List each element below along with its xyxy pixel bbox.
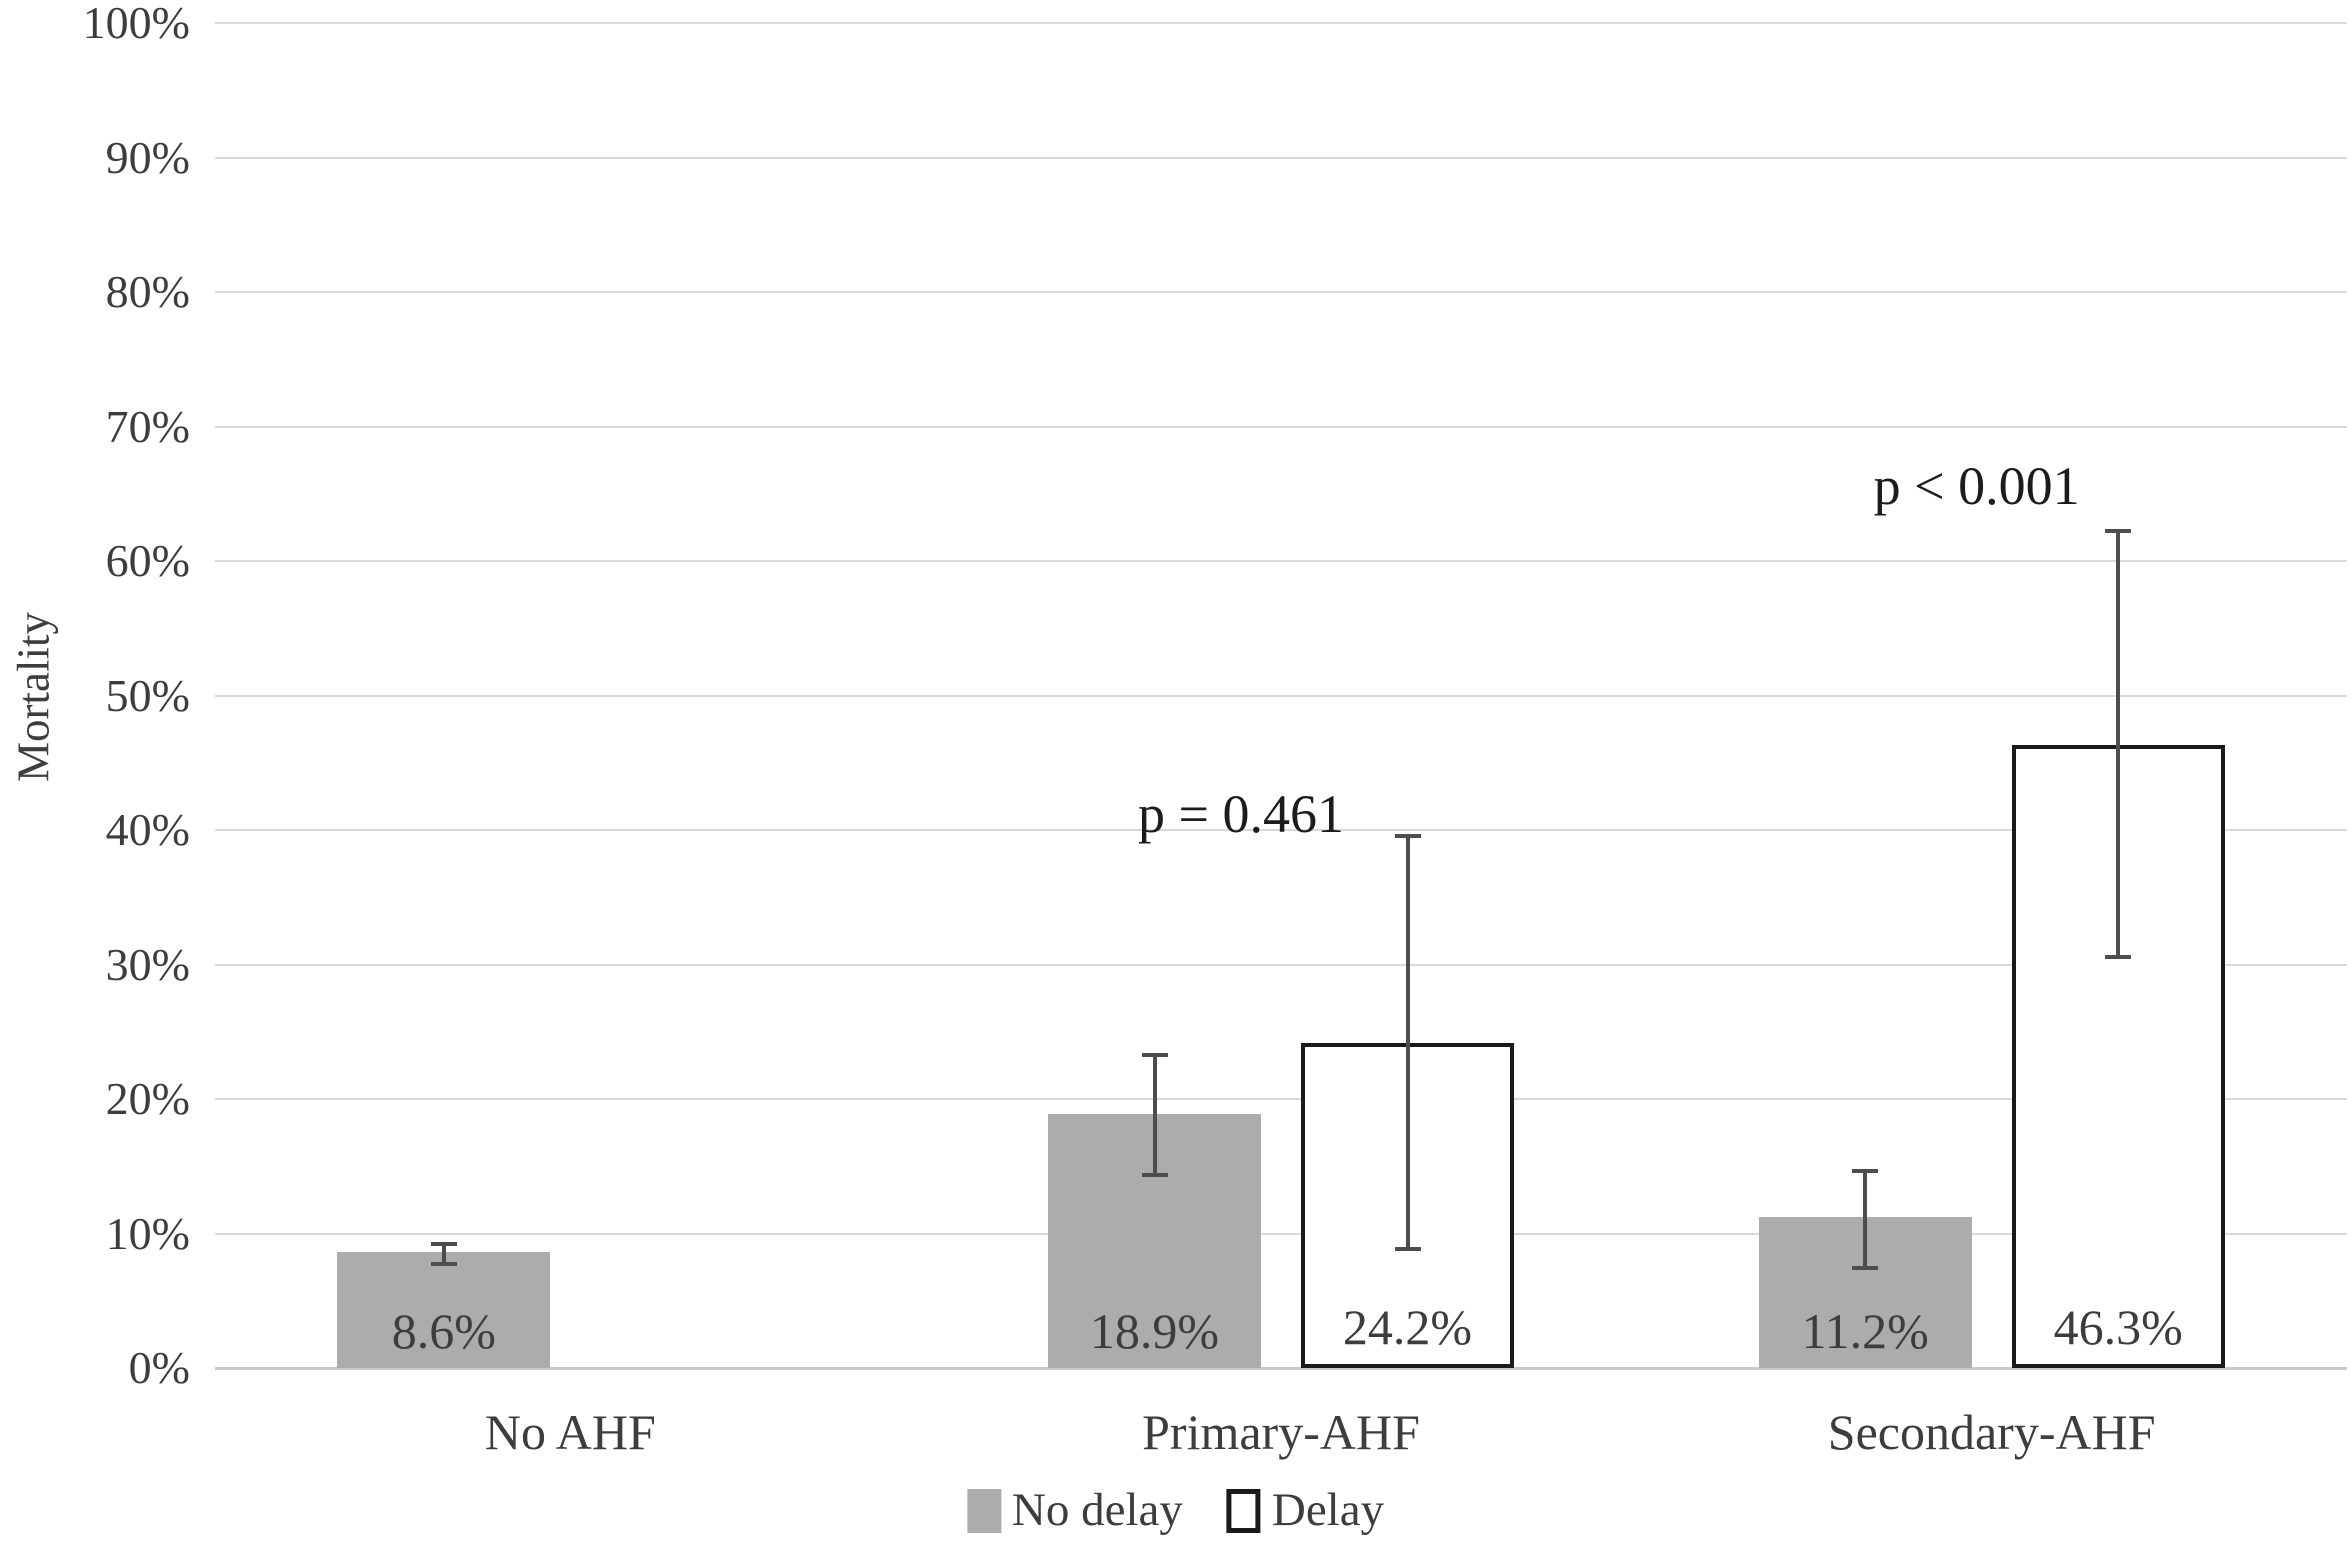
y-tick-label: 80% bbox=[105, 266, 190, 317]
y-tick-label: 30% bbox=[105, 938, 190, 990]
p-value-annotation: p < 0.001 bbox=[1873, 455, 2080, 516]
legend-label: Delay bbox=[1271, 1484, 1385, 1536]
legend-swatch-icon bbox=[966, 1488, 1001, 1533]
bar-data-label: 11.2% bbox=[1801, 1302, 1929, 1359]
y-tick-label: 20% bbox=[105, 1073, 190, 1124]
bar-data-label: 24.2% bbox=[1342, 1298, 1473, 1355]
bar: 46.3% bbox=[2011, 745, 2225, 1368]
gridline bbox=[215, 694, 2347, 697]
error-bar-cap bbox=[1852, 1168, 1879, 1173]
bar: 18.9% bbox=[1048, 1113, 1261, 1368]
gridline bbox=[215, 291, 2347, 293]
x-category-label: Secondary-AHF bbox=[1827, 1404, 2156, 1460]
x-category-label: No AHF bbox=[484, 1404, 656, 1460]
y-tick-label: 100% bbox=[82, 0, 190, 48]
gridline bbox=[215, 560, 2347, 562]
gridline bbox=[215, 425, 2347, 428]
bar-data-label: 8.6% bbox=[391, 1302, 496, 1359]
error-bar-line bbox=[2116, 528, 2121, 960]
gridline bbox=[215, 156, 2347, 159]
error-bar bbox=[1141, 1053, 1168, 1177]
y-tick-label: 50% bbox=[105, 669, 190, 721]
error-bar-line bbox=[1152, 1053, 1157, 1177]
bar-data-label: 18.9% bbox=[1089, 1302, 1220, 1359]
error-bar-cap bbox=[1141, 1053, 1168, 1058]
error-bar-cap bbox=[430, 1241, 457, 1246]
error-bar-line bbox=[441, 1241, 446, 1266]
bar: 8.6% bbox=[337, 1252, 551, 1368]
error-bar-cap bbox=[2105, 955, 2132, 960]
error-bar-cap bbox=[1141, 1173, 1168, 1177]
error-bar-cap bbox=[1394, 834, 1421, 839]
error-bar bbox=[1852, 1168, 1879, 1270]
error-bar-cap bbox=[430, 1261, 457, 1266]
gridline bbox=[215, 963, 2347, 966]
y-tick-label: 60% bbox=[105, 535, 190, 586]
legend-item: Delay bbox=[1226, 1484, 1385, 1536]
error-bar-line bbox=[1863, 1168, 1868, 1270]
legend: No delay Delay bbox=[966, 1484, 1385, 1536]
legend-item: No delay bbox=[966, 1484, 1183, 1536]
error-bar bbox=[2105, 528, 2132, 960]
error-bar bbox=[430, 1241, 457, 1266]
p-value-annotation: p = 0.461 bbox=[1138, 783, 1344, 844]
error-bar bbox=[1394, 834, 1421, 1251]
gridline bbox=[215, 1098, 2347, 1100]
error-bar-line bbox=[1405, 834, 1410, 1251]
x-category-label: Primary-AHF bbox=[1142, 1404, 1420, 1460]
y-tick-label: 90% bbox=[105, 131, 190, 183]
y-tick-label: 70% bbox=[105, 400, 190, 452]
legend-label: No delay bbox=[1011, 1484, 1183, 1536]
y-tick-label: 10% bbox=[105, 1207, 190, 1259]
y-tick-label: 40% bbox=[105, 804, 190, 855]
error-bar-cap bbox=[1852, 1265, 1879, 1270]
gridline bbox=[215, 829, 2347, 831]
bar-data-label: 46.3% bbox=[2053, 1298, 2183, 1355]
legend-swatch-icon bbox=[1226, 1488, 1261, 1533]
error-bar-cap bbox=[2105, 528, 2132, 533]
gridline bbox=[215, 1232, 2347, 1235]
gridline bbox=[215, 22, 2347, 24]
y-tick-label: 0% bbox=[128, 1342, 190, 1393]
x-axis-line bbox=[215, 1367, 2347, 1370]
error-bar-cap bbox=[1394, 1246, 1421, 1251]
